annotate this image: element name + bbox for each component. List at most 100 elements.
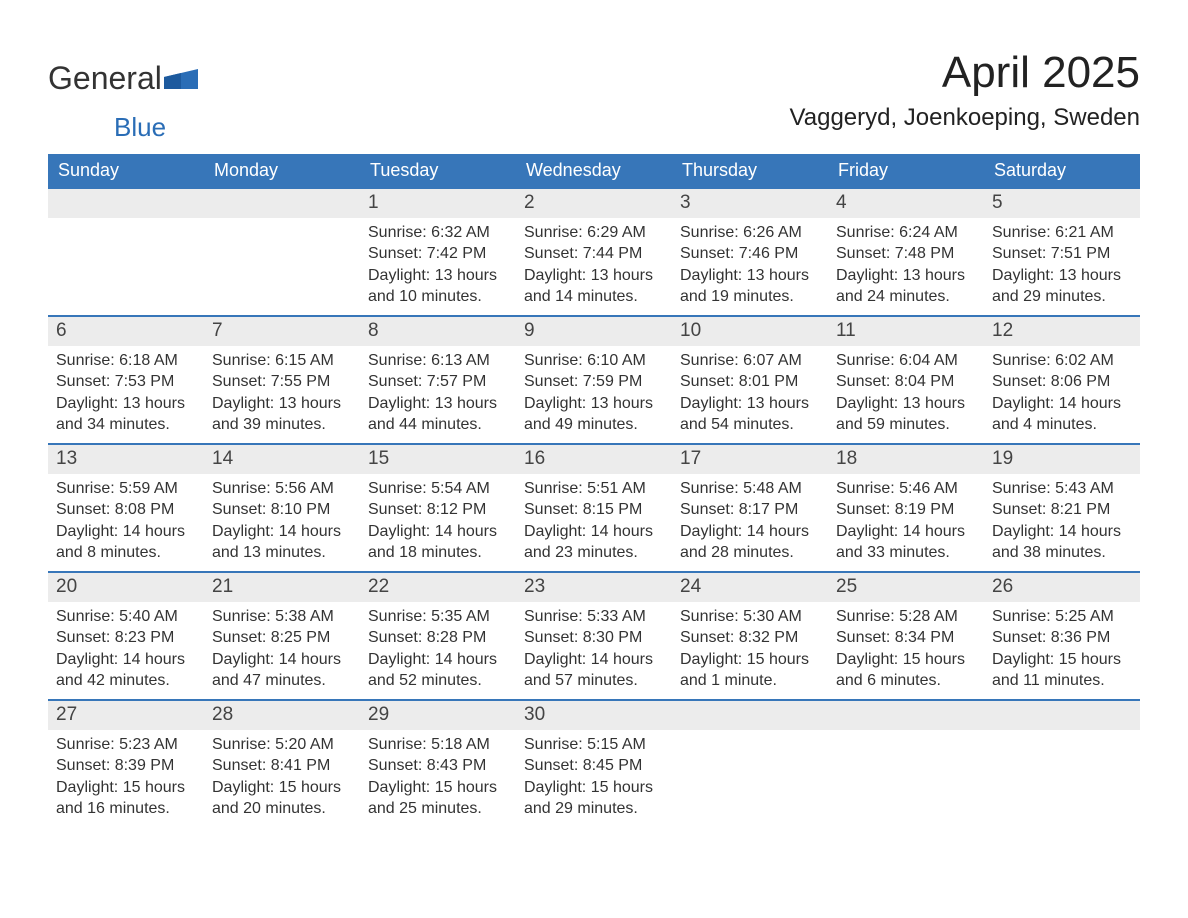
- calendar-day: 10Sunrise: 6:07 AMSunset: 8:01 PMDayligh…: [672, 315, 828, 443]
- calendar-day: 20Sunrise: 5:40 AMSunset: 8:23 PMDayligh…: [48, 571, 204, 699]
- calendar-day: 13Sunrise: 5:59 AMSunset: 8:08 PMDayligh…: [48, 443, 204, 571]
- calendar-day: 23Sunrise: 5:33 AMSunset: 8:30 PMDayligh…: [516, 571, 672, 699]
- daylight-text: Daylight: 14 hours and 28 minutes.: [680, 521, 820, 564]
- day-number: [204, 187, 360, 218]
- day-body: Sunrise: 5:43 AMSunset: 8:21 PMDaylight:…: [984, 474, 1140, 568]
- daylight-text: Daylight: 13 hours and 49 minutes.: [524, 393, 664, 436]
- day-number: 11: [828, 315, 984, 346]
- calendar-day: 8Sunrise: 6:13 AMSunset: 7:57 PMDaylight…: [360, 315, 516, 443]
- calendar-day: 18Sunrise: 5:46 AMSunset: 8:19 PMDayligh…: [828, 443, 984, 571]
- sunset-text: Sunset: 7:48 PM: [836, 243, 976, 265]
- sunrise-text: Sunrise: 5:18 AM: [368, 734, 508, 756]
- sunrise-text: Sunrise: 6:18 AM: [56, 350, 196, 372]
- sunrise-text: Sunrise: 5:33 AM: [524, 606, 664, 628]
- daylight-text: Daylight: 15 hours and 6 minutes.: [836, 649, 976, 692]
- day-body: Sunrise: 5:51 AMSunset: 8:15 PMDaylight:…: [516, 474, 672, 568]
- calendar-day: 24Sunrise: 5:30 AMSunset: 8:32 PMDayligh…: [672, 571, 828, 699]
- sunrise-text: Sunrise: 5:15 AM: [524, 734, 664, 756]
- daylight-text: Daylight: 13 hours and 39 minutes.: [212, 393, 352, 436]
- title-block: April 2025 Vaggeryd, Joenkoeping, Sweden: [790, 48, 1140, 142]
- sunset-text: Sunset: 8:19 PM: [836, 499, 976, 521]
- daylight-text: Daylight: 13 hours and 34 minutes.: [56, 393, 196, 436]
- daylight-text: Daylight: 14 hours and 23 minutes.: [524, 521, 664, 564]
- day-body: Sunrise: 5:59 AMSunset: 8:08 PMDaylight:…: [48, 474, 204, 568]
- day-number: 7: [204, 315, 360, 346]
- sunrise-text: Sunrise: 5:28 AM: [836, 606, 976, 628]
- calendar-day: 19Sunrise: 5:43 AMSunset: 8:21 PMDayligh…: [984, 443, 1140, 571]
- daylight-text: Daylight: 13 hours and 19 minutes.: [680, 265, 820, 308]
- day-number: 18: [828, 443, 984, 474]
- daylight-text: Daylight: 14 hours and 8 minutes.: [56, 521, 196, 564]
- calendar-week: 1Sunrise: 6:32 AMSunset: 7:42 PMDaylight…: [48, 187, 1140, 315]
- calendar-week: 20Sunrise: 5:40 AMSunset: 8:23 PMDayligh…: [48, 571, 1140, 699]
- sunset-text: Sunset: 7:51 PM: [992, 243, 1132, 265]
- day-number: 29: [360, 699, 516, 730]
- weekday-row: SundayMondayTuesdayWednesdayThursdayFrid…: [48, 154, 1140, 187]
- sunset-text: Sunset: 7:59 PM: [524, 371, 664, 393]
- sunset-text: Sunset: 8:04 PM: [836, 371, 976, 393]
- calendar-day: 26Sunrise: 5:25 AMSunset: 8:36 PMDayligh…: [984, 571, 1140, 699]
- sunrise-text: Sunrise: 5:20 AM: [212, 734, 352, 756]
- day-body: [984, 730, 1140, 738]
- day-number: 5: [984, 187, 1140, 218]
- day-number: 27: [48, 699, 204, 730]
- day-body: Sunrise: 6:29 AMSunset: 7:44 PMDaylight:…: [516, 218, 672, 312]
- weekday-header: Friday: [828, 154, 984, 187]
- calendar-day: 11Sunrise: 6:04 AMSunset: 8:04 PMDayligh…: [828, 315, 984, 443]
- sunset-text: Sunset: 8:10 PM: [212, 499, 352, 521]
- sunrise-text: Sunrise: 6:26 AM: [680, 222, 820, 244]
- sunrise-text: Sunrise: 5:40 AM: [56, 606, 196, 628]
- daylight-text: Daylight: 14 hours and 52 minutes.: [368, 649, 508, 692]
- calendar-day: 1Sunrise: 6:32 AMSunset: 7:42 PMDaylight…: [360, 187, 516, 315]
- header: General Blue April 2025 Vaggeryd, Joenko…: [48, 48, 1140, 142]
- sunset-text: Sunset: 8:39 PM: [56, 755, 196, 777]
- calendar-day: 29 Sunrise: 5:18 AMSunset: 8:43 PMDayligh…: [360, 699, 516, 827]
- day-number: 14: [204, 443, 360, 474]
- day-body: [204, 218, 360, 226]
- daylight-text: Daylight: 13 hours and 14 minutes.: [524, 265, 664, 308]
- brand-word1: General: [48, 60, 162, 96]
- sunrise-text: Sunrise: 5:23 AM: [56, 734, 196, 756]
- weekday-header: Saturday: [984, 154, 1140, 187]
- sunset-text: Sunset: 8:45 PM: [524, 755, 664, 777]
- day-body: Sunrise: 5:23 AMSunset: 8:39 PMDaylight:…: [48, 730, 204, 824]
- day-body: Sunrise: 6:32 AMSunset: 7:42 PMDaylight:…: [360, 218, 516, 312]
- day-number: [984, 699, 1140, 730]
- day-number: 30: [516, 699, 672, 730]
- calendar-day: 2Sunrise: 6:29 AMSunset: 7:44 PMDaylight…: [516, 187, 672, 315]
- sunrise-text: Sunrise: 5:51 AM: [524, 478, 664, 500]
- calendar-day: 28Sunrise: 5:20 AMSunset: 8:41 PMDayligh…: [204, 699, 360, 827]
- day-number: 8: [360, 315, 516, 346]
- day-body: Sunrise: 5:15 AMSunset: 8:45 PMDaylight:…: [516, 730, 672, 824]
- daylight-text: Daylight: 15 hours and 25 minutes.: [368, 777, 508, 820]
- weekday-header: Monday: [204, 154, 360, 187]
- location-label: Vaggeryd, Joenkoeping, Sweden: [790, 104, 1140, 132]
- daylight-text: Daylight: 14 hours and 57 minutes.: [524, 649, 664, 692]
- daylight-text: Daylight: 14 hours and 4 minutes.: [992, 393, 1132, 436]
- brand-word2: Blue: [48, 112, 166, 142]
- day-number: 28: [204, 699, 360, 730]
- sunset-text: Sunset: 8:21 PM: [992, 499, 1132, 521]
- day-number: 3: [672, 187, 828, 218]
- calendar-day: 6Sunrise: 6:18 AMSunset: 7:53 PMDaylight…: [48, 315, 204, 443]
- sunset-text: Sunset: 7:44 PM: [524, 243, 664, 265]
- sunrise-text: Sunrise: 5:46 AM: [836, 478, 976, 500]
- day-body: Sunrise: 6:10 AMSunset: 7:59 PMDaylight:…: [516, 346, 672, 440]
- sunrise-text: Sunrise: 5:59 AM: [56, 478, 196, 500]
- sunset-text: Sunset: 8:15 PM: [524, 499, 664, 521]
- day-number: 12: [984, 315, 1140, 346]
- sunset-text: Sunset: 8:08 PM: [56, 499, 196, 521]
- sunset-text: Sunset: 7:55 PM: [212, 371, 352, 393]
- day-number: 21: [204, 571, 360, 602]
- sunset-text: Sunset: 8:25 PM: [212, 627, 352, 649]
- daylight-text: Daylight: 15 hours and 1 minute.: [680, 649, 820, 692]
- sunset-text: Sunset: 8:43 PM: [368, 755, 508, 777]
- day-number: 15: [360, 443, 516, 474]
- sunrise-text: Sunrise: 5:43 AM: [992, 478, 1132, 500]
- day-body: Sunrise: 6:07 AMSunset: 8:01 PMDaylight:…: [672, 346, 828, 440]
- day-body: Sunrise: 5:48 AMSunset: 8:17 PMDaylight:…: [672, 474, 828, 568]
- calendar-day: 9Sunrise: 6:10 AMSunset: 7:59 PMDaylight…: [516, 315, 672, 443]
- sunrise-text: Sunrise: 5:38 AM: [212, 606, 352, 628]
- sunset-text: Sunset: 8:36 PM: [992, 627, 1132, 649]
- calendar-day: 4Sunrise: 6:24 AMSunset: 7:48 PMDaylight…: [828, 187, 984, 315]
